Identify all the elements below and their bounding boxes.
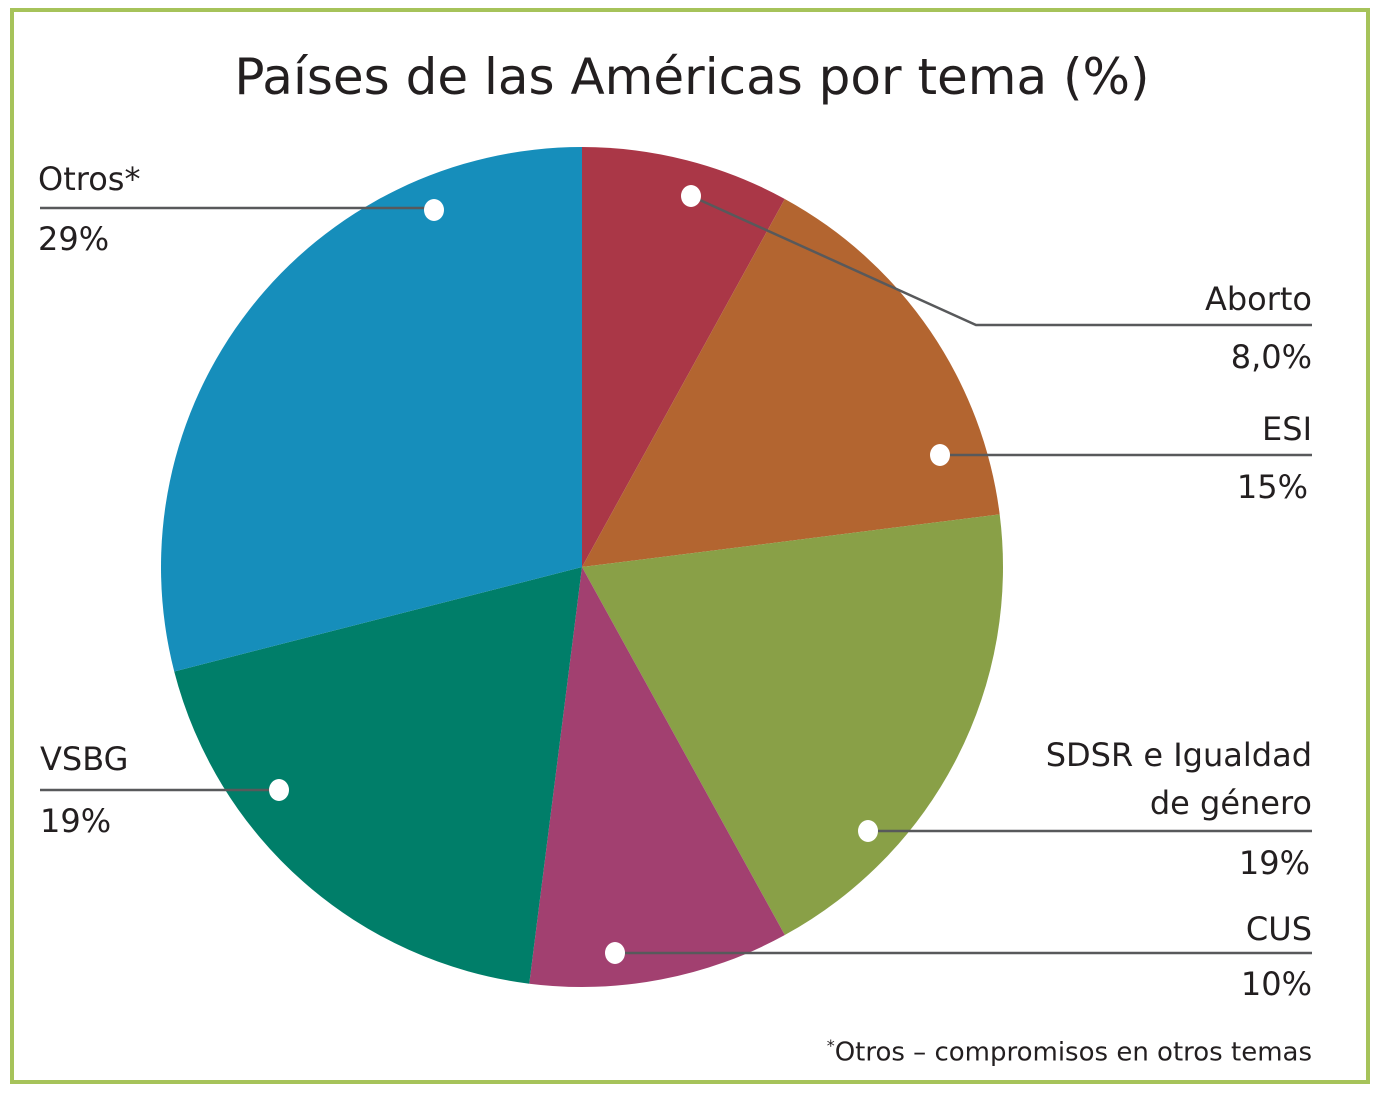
value-otros: 29% (38, 220, 110, 258)
marker-dot-sdsr (858, 820, 878, 842)
chart-frame (10, 8, 1370, 1084)
pie-slice-cus (529, 567, 785, 987)
value-vsbg: 19% (40, 802, 112, 840)
chart-title: Países de las Américas por tema (%) (234, 48, 1150, 106)
marker-dot-aborto (681, 185, 701, 207)
label-esi: ESI (1262, 410, 1312, 448)
pie-slice-otros (160, 147, 582, 672)
leader-line-aborto (690, 194, 1312, 327)
value-sdsr: 19% (1238, 844, 1310, 882)
pie-slice-aborto (582, 147, 785, 567)
label-cus: CUS (1245, 910, 1312, 948)
pie-slice-esi (582, 198, 1000, 568)
value-aborto: 8,0% (1230, 338, 1312, 376)
label-sdsr-line1: SDSR e Igualdad (1045, 736, 1312, 774)
label-sdsr-line2: de género (1149, 784, 1312, 822)
value-cus: 10% (1240, 965, 1312, 1003)
label-aborto: Aborto (1204, 280, 1312, 318)
marker-dot-otros (424, 199, 444, 221)
pie-slice-vsbg (174, 567, 582, 984)
marker-dot-vsbg (269, 779, 289, 801)
marker-dot-cus (605, 942, 625, 964)
label-vsbg: VSBG (40, 740, 129, 778)
marker-dot-esi (930, 444, 950, 466)
footnote: *Otros – compromisos en otros temas (826, 1036, 1312, 1068)
value-esi: 15% (1236, 468, 1308, 506)
label-otros: Otros* (38, 160, 141, 198)
